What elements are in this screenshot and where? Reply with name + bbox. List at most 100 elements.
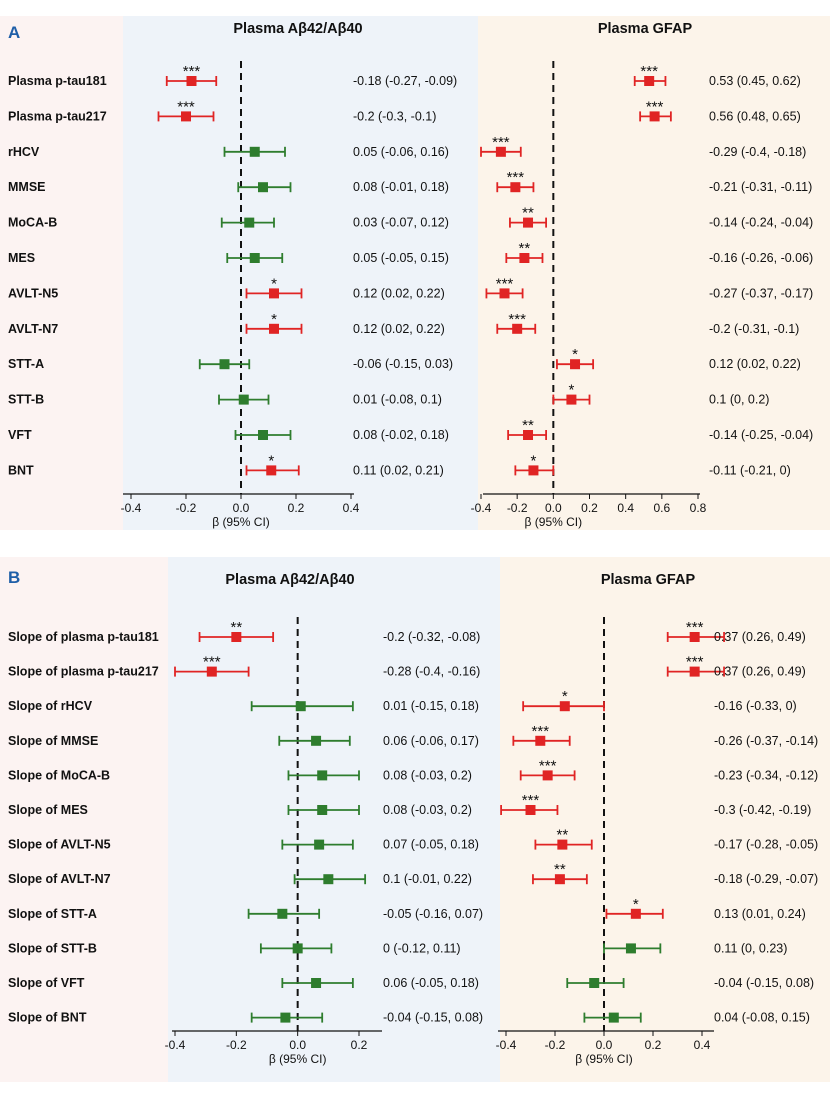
estimate-marker [258, 182, 268, 193]
estimate-marker [644, 76, 655, 86]
significance-stars: *** [686, 619, 704, 636]
estimate-marker [181, 111, 191, 122]
row-label: rHCV [8, 145, 40, 159]
estimate-marker [317, 770, 328, 781]
estimate-marker [258, 430, 268, 440]
significance-stars: *** [203, 654, 221, 671]
estimate-marker [566, 394, 577, 405]
estimate-ci-label: 0.05 (-0.05, 0.15) [353, 251, 449, 265]
forest-row-1: *** -0.2 (-0.3, -0.1) [157, 98, 436, 123]
estimate-marker [608, 1012, 619, 1023]
forest-row-7: ** -0.18 (-0.29, -0.07) [532, 861, 818, 886]
forest-row-7: *** -0.2 (-0.31, -0.1) [496, 311, 799, 336]
estimate-marker [625, 943, 636, 954]
row-label: AVLT-N5 [8, 286, 58, 300]
estimate-ci-label: -0.05 (-0.16, 0.07) [383, 907, 483, 921]
forest-row-0: *** 0.53 (0.45, 0.62) [633, 63, 801, 88]
significance-stars: *** [492, 134, 510, 151]
estimate-marker [499, 288, 510, 299]
forest-row-8: * 0.12 (0.02, 0.22) [556, 346, 801, 371]
estimate-marker [295, 701, 306, 712]
significance-stars: *** [640, 63, 658, 80]
subplot-title: Plasma Aβ42/Aβ40 [225, 572, 354, 588]
estimate-ci-label: -0.17 (-0.28, -0.05) [714, 838, 818, 852]
estimate-marker [519, 253, 530, 263]
estimate-marker [269, 288, 279, 299]
forest-row-6: ** -0.17 (-0.28, -0.05) [534, 827, 818, 852]
significance-stars: *** [522, 792, 540, 809]
estimate-ci-label: -0.26 (-0.37, -0.14) [714, 734, 818, 748]
row-label: Slope of MoCA-B [8, 768, 110, 782]
estimate-marker [570, 359, 581, 370]
significance-stars: * [633, 896, 639, 913]
forest-row-1: *** -0.28 (-0.4, -0.16) [174, 654, 480, 679]
estimate-ci-label: 0.11 (0.02, 0.21) [353, 463, 444, 477]
forest-row-10: 0.06 (-0.05, 0.18) [281, 976, 479, 990]
significance-stars: *** [686, 654, 704, 671]
panel-label: B [8, 568, 20, 587]
estimate-marker [554, 874, 565, 885]
row-label: STT-B [8, 393, 44, 407]
estimate-ci-label: 0.06 (-0.05, 0.18) [383, 976, 479, 990]
forest-row-9: 0 (-0.12, 0.11) [259, 941, 461, 955]
estimate-marker [630, 908, 641, 919]
x-tick-label: -0.4 [496, 1038, 517, 1052]
significance-stars: *** [177, 98, 195, 115]
forest-row-5: *** -0.3 (-0.42, -0.19) [500, 792, 811, 817]
forest-row-8: -0.05 (-0.16, 0.07) [247, 907, 483, 921]
estimate-ci-label: -0.16 (-0.26, -0.06) [709, 251, 813, 265]
forest-row-4: ** -0.14 (-0.24, -0.04) [509, 205, 813, 230]
panel-background [478, 16, 830, 530]
estimate-ci-label: 0.53 (0.45, 0.62) [709, 74, 801, 88]
row-label: Slope of rHCV [8, 699, 93, 713]
significance-stars: *** [496, 275, 514, 292]
estimate-ci-label: -0.16 (-0.33, 0) [714, 699, 797, 713]
significance-stars: * [268, 452, 274, 469]
forest-row-6: 0.07 (-0.05, 0.18) [281, 838, 479, 852]
estimate-ci-label: -0.28 (-0.4, -0.16) [383, 665, 480, 679]
row-label: Slope of plasma p-tau217 [8, 665, 159, 679]
estimate-marker [523, 217, 534, 228]
significance-stars: * [271, 311, 277, 328]
x-tick-label: 0.8 [690, 501, 707, 515]
forest-row-2: 0.05 (-0.06, 0.16) [223, 145, 449, 159]
estimate-ci-label: 0.03 (-0.07, 0.12) [353, 216, 449, 230]
estimate-marker [528, 465, 539, 476]
forest-row-6: *** -0.27 (-0.37, -0.17) [485, 275, 813, 300]
subplot-title: Plasma GFAP [598, 21, 693, 37]
estimate-marker [523, 430, 534, 440]
estimate-marker [266, 465, 277, 476]
estimate-ci-label: -0.18 (-0.27, -0.09) [353, 74, 457, 88]
estimate-marker [244, 217, 255, 228]
estimate-marker [495, 146, 506, 157]
estimate-ci-label: 0.01 (-0.15, 0.18) [383, 699, 479, 713]
x-tick-label: 0.2 [351, 1038, 368, 1052]
x-tick-label: 0.0 [596, 1038, 613, 1052]
forest-row-10: 0.08 (-0.02, 0.18) [234, 428, 449, 442]
x-tick-label: 0.0 [289, 1038, 306, 1052]
estimate-ci-label: -0.18 (-0.29, -0.07) [714, 872, 818, 886]
estimate-ci-label: 0.05 (-0.06, 0.16) [353, 145, 449, 159]
significance-stars: ** [522, 205, 534, 222]
x-tick-label: -0.2 [226, 1038, 247, 1052]
forest-row-3: 0.08 (-0.01, 0.18) [237, 180, 449, 194]
estimate-ci-label: -0.04 (-0.15, 0.08) [714, 976, 814, 990]
forest-row-0: ** -0.2 (-0.32, -0.08) [198, 619, 480, 644]
row-label: Slope of BNT [8, 1011, 87, 1025]
x-tick-label: 0.4 [694, 1038, 711, 1052]
significance-stars: *** [539, 757, 557, 774]
estimate-marker [535, 735, 546, 746]
estimate-marker [277, 908, 288, 919]
row-label: Plasma p-tau217 [8, 109, 107, 123]
significance-stars: * [568, 382, 574, 399]
forest-row-1: *** 0.37 (0.26, 0.49) [666, 654, 806, 679]
estimate-marker [206, 666, 217, 677]
row-label: AVLT-N7 [8, 322, 58, 336]
forest-row-8: -0.06 (-0.15, 0.03) [198, 357, 453, 371]
estimate-ci-label: 0.08 (-0.03, 0.2) [383, 768, 472, 782]
x-tick-label: 0.0 [233, 501, 250, 515]
x-tick-label: -0.2 [176, 501, 197, 515]
row-label: Slope of AVLT-N5 [8, 838, 111, 852]
estimate-marker [269, 323, 279, 334]
estimate-marker [589, 978, 600, 988]
